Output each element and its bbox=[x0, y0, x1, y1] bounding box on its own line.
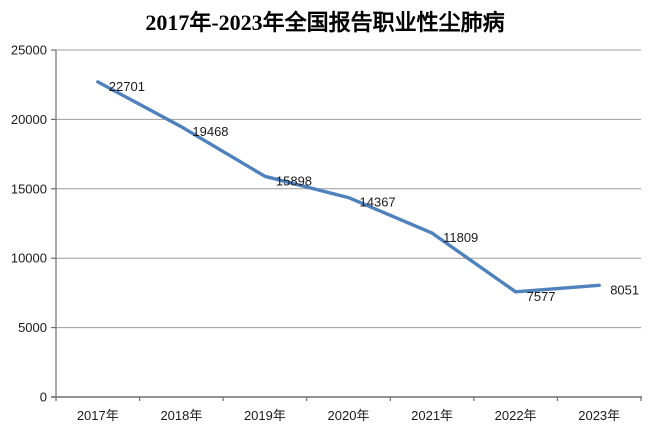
x-tick-label: 2020年 bbox=[328, 408, 370, 423]
chart-title: 2017年-2023年全国报告职业性尘肺病 bbox=[145, 10, 505, 35]
data-point-label: 7577 bbox=[527, 289, 556, 304]
x-tick-label: 2018年 bbox=[160, 408, 202, 423]
y-tick-label: 15000 bbox=[11, 181, 47, 196]
x-tick-label: 2019年 bbox=[244, 408, 286, 423]
data-point-label: 15898 bbox=[276, 173, 312, 188]
data-point-label: 14367 bbox=[360, 195, 396, 210]
data-series-line bbox=[96, 80, 601, 294]
y-tick-label: 0 bbox=[40, 390, 47, 405]
x-tick-label: 2022年 bbox=[495, 408, 537, 423]
data-point-label: 11809 bbox=[443, 230, 478, 245]
y-tick-label: 20000 bbox=[11, 112, 47, 127]
data-point-label: 19468 bbox=[192, 124, 228, 139]
x-tick-label: 2021年 bbox=[411, 408, 453, 423]
data-point-label: 8051 bbox=[610, 282, 639, 297]
y-tick-label: 5000 bbox=[18, 320, 47, 335]
y-tick-label: 10000 bbox=[11, 251, 47, 266]
y-tick-label: 25000 bbox=[11, 43, 47, 58]
data-point-label: 22701 bbox=[109, 79, 145, 94]
x-tick-label: 2017年 bbox=[77, 408, 119, 423]
x-tick-label: 2023年 bbox=[578, 408, 620, 423]
